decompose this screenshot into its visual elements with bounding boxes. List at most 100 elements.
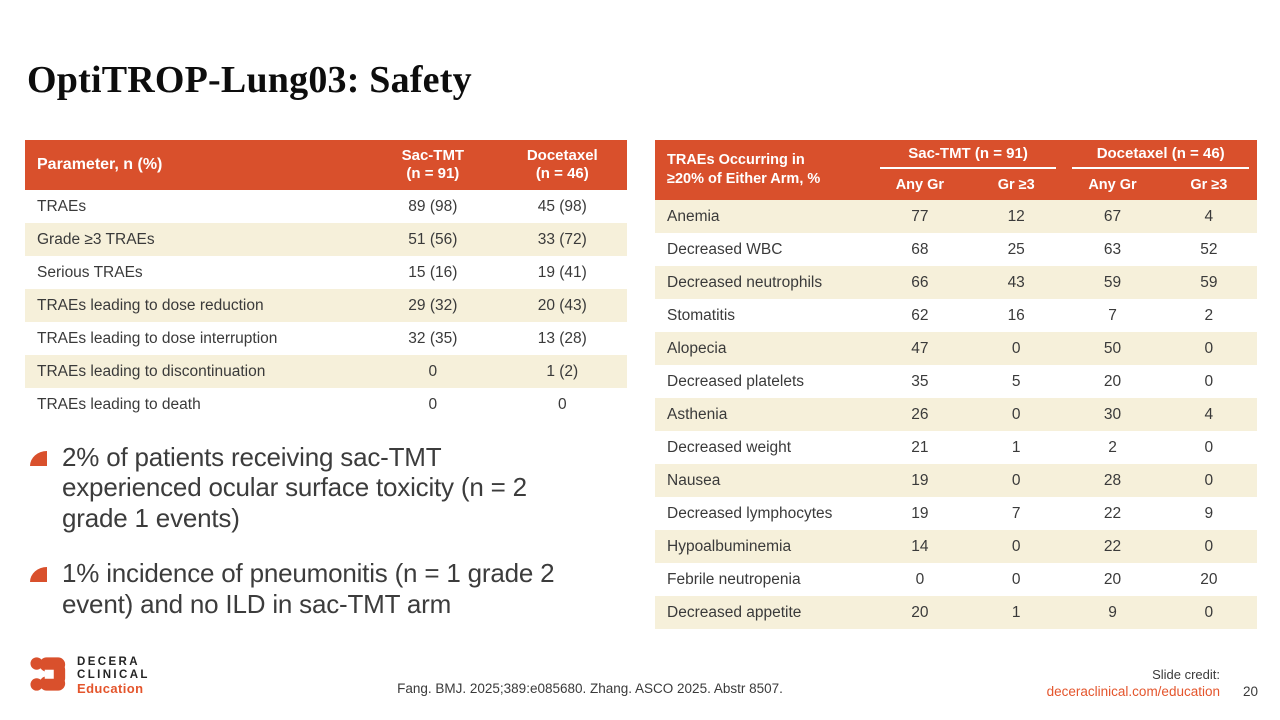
sac-any-grade-value: 21 [911,438,929,456]
doc-any-grade-value: 7 [1108,306,1117,324]
sac-grade3-value: 1 [1011,603,1021,621]
doc-grade3-value: 2 [1204,306,1214,324]
logo-line-clinical: CLINICAL [77,669,150,682]
sac-any-grade-value: 66 [911,273,929,291]
page-number: 20 [1242,684,1258,699]
table-row: Grade ≥3 TRAEs 51 (56) 33 (72) [25,223,627,256]
doc-any-grade-value: 59 [1103,273,1122,291]
logo-line-education: Education [77,681,144,697]
table-row: Decreased appetite 20 1 9 0 [655,596,1257,629]
table-row: Febrile neutropenia 0 0 20 20 [655,563,1257,596]
doc-grade3-header: Gr ≥3 [1160,170,1257,200]
sac-grade3-value: 12 [1007,207,1025,225]
docetaxel-value: 33 (72) [537,230,587,248]
sac-grade3-value: 0 [1011,570,1021,588]
sac-any-grade-value: 19 [911,504,929,522]
sac-tmt-value: 0 [428,395,438,413]
table-row: Decreased neutrophils 66 43 59 59 [655,266,1257,299]
trae-label: Decreased appetite [667,603,802,621]
trae-label: Decreased lymphocytes [667,504,833,522]
doc-grade3-value: 52 [1200,240,1218,258]
docetaxel-value: 19 (41) [537,263,587,281]
parameter-label: Serious TRAEs [37,263,143,281]
table-row: Decreased weight 21 1 2 0 [655,431,1257,464]
summary-header-docetaxel: Docetaxel (n = 46) [497,140,627,190]
sac-grade3-value: 0 [1011,537,1021,555]
table-row: Asthenia 26 0 30 4 [655,398,1257,431]
doc-grade3-value: 4 [1204,405,1214,423]
slide-credit-label: Slide credit: [1152,667,1220,682]
trae-label: Decreased WBC [667,240,783,258]
sac-tmt-value: 29 (32) [408,296,458,314]
doc-any-grade-value: 28 [1103,471,1122,489]
table-row: Alopecia 47 0 50 0 [655,332,1257,365]
decera-logo-text: DECERA CLINICAL Education [77,656,150,696]
sac-grade3-value: 43 [1007,273,1025,291]
table-row: Anemia 77 12 67 4 [655,200,1257,233]
sac-any-grade-value: 20 [911,603,929,621]
trae-group-docetaxel: Docetaxel (n = 46) [1064,140,1257,170]
parameter-label: TRAEs leading to death [37,395,201,413]
takeaway-bullets: 2% of patients receiving sac-TMT experie… [30,442,630,644]
doc-any-grade-header: Any Gr [1064,170,1161,200]
table-row: TRAEs 89 (98) 45 (98) [25,190,627,223]
doc-grade3-value: 0 [1204,372,1214,390]
trae-label: Anemia [667,207,720,225]
sac-grade3-value: 25 [1007,240,1025,258]
doc-any-grade-value: 20 [1103,372,1122,390]
trae-table-body: Anemia 77 12 67 4 Decreased WBC 68 25 63… [655,200,1257,629]
table-row: Nausea 19 0 28 0 [655,464,1257,497]
trae-label: Decreased neutrophils [667,273,823,291]
sac-grade3-value: 0 [1011,405,1021,423]
doc-grade3-value: 0 [1204,438,1214,456]
sac-any-grade-value: 47 [911,339,929,357]
docetaxel-value: 0 [557,395,567,413]
table-row: Stomatitis 62 16 7 2 [655,299,1257,332]
bullet-text: 1% incidence of pneumonitis (n = 1 grade… [62,558,555,619]
sac-tmt-value: 15 (16) [408,263,458,281]
docetaxel-value: 45 (98) [537,197,587,215]
sac-grade3-value: 0 [1011,471,1021,489]
slide-credit-link[interactable]: deceraclinical.com/education [1046,683,1220,699]
sac-grade3-value: 0 [1011,339,1021,357]
sac-tmt-value: 32 (35) [408,329,458,347]
decera-logo-icon [30,655,68,698]
doc-any-grade-value: 20 [1103,570,1122,588]
logo-line-decera: DECERA [77,656,140,669]
sac-grade3-value: 16 [1007,306,1025,324]
doc-grade3-value: 59 [1200,273,1218,291]
sac-any-grade-value: 62 [911,306,929,324]
bullet-item: 2% of patients receiving sac-TMT experie… [30,442,630,533]
sac-any-grade-header: Any Gr [871,170,969,200]
doc-any-grade-value: 2 [1108,438,1117,456]
doc-any-grade-value: 30 [1103,405,1122,423]
summary-header-row: Parameter, n (%) Sac-TMT (n = 91) Doceta… [25,140,627,190]
trae-frequency-table: TRAEs Occurring in ≥20% of Either Arm, %… [655,140,1257,629]
summary-header-parameter: Parameter, n (%) [25,140,369,190]
bullet-marker-icon [30,567,47,583]
docetaxel-value: 13 (28) [537,329,587,347]
sac-any-grade-value: 26 [911,405,929,423]
table-row: TRAEs leading to dose reduction 29 (32) … [25,289,627,322]
table-row: TRAEs leading to dose interruption 32 (3… [25,322,627,355]
doc-any-grade-value: 9 [1108,603,1117,621]
trae-label: Stomatitis [667,306,736,324]
sac-tmt-value: 0 [428,362,438,380]
table-row: Serious TRAEs 15 (16) 19 (41) [25,256,627,289]
sac-grade3-value: 5 [1011,372,1021,390]
sac-any-grade-value: 68 [911,240,929,258]
table-row: Hypoalbuminemia 14 0 22 0 [655,530,1257,563]
sac-any-grade-value: 14 [911,537,929,555]
doc-grade3-value: 0 [1204,471,1214,489]
trae-label: Nausea [667,471,721,489]
parameter-label: TRAEs [37,197,87,215]
trae-label: Febrile neutropenia [667,570,801,588]
parameter-label: TRAEs leading to dose interruption [37,329,278,347]
bullet-item: 1% incidence of pneumonitis (n = 1 grade… [30,558,630,619]
doc-grade3-value: 9 [1204,504,1214,522]
trae-group-sac-tmt: Sac-TMT (n = 91) [871,140,1065,170]
table-row: Decreased platelets 35 5 20 0 [655,365,1257,398]
trae-header-label: TRAEs Occurring in ≥20% of Either Arm, % [655,140,872,200]
doc-any-grade-value: 50 [1103,339,1122,357]
docetaxel-value: 20 (43) [537,296,587,314]
